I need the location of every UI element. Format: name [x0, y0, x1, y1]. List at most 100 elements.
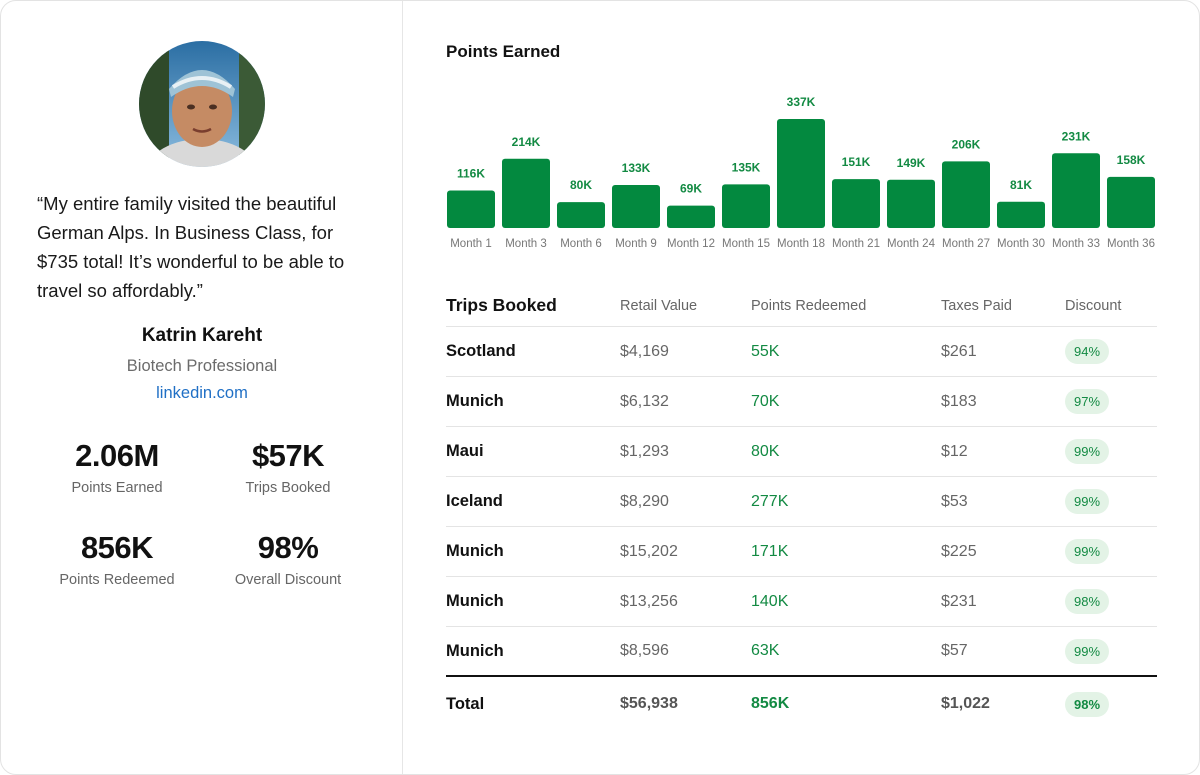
x-tick-label: Month 9	[615, 238, 657, 250]
retail-value: $8,290	[620, 492, 669, 510]
x-tick-label: Month 21	[832, 238, 880, 250]
customer-name: Katrin Kareht	[141, 325, 263, 346]
header-taxes-paid: Taxes Paid	[941, 297, 1012, 314]
table-row: Munich $6,132 70K $183 97%	[446, 377, 1157, 427]
bar-data-label: 133K	[622, 161, 651, 175]
discount-badge: 97%	[1065, 389, 1110, 414]
discount-badge: 98%	[1065, 589, 1110, 614]
stat-label: Points Redeemed	[59, 572, 175, 588]
bar-data-label: 149K	[897, 156, 926, 170]
bar-data-label: 206K	[952, 137, 981, 151]
points-redeemed: 80K	[751, 442, 780, 460]
x-tick-label: Month 15	[722, 238, 770, 250]
retail-value: $4,169	[620, 342, 669, 360]
header-trips-booked: Trips Booked	[446, 295, 557, 315]
points-redeemed: 70K	[751, 392, 780, 410]
total-label: Total	[446, 694, 485, 713]
table-row: Iceland $8,290 277K $53 99%	[446, 477, 1157, 527]
destination: Munich	[446, 641, 504, 660]
stat-value: $57K	[251, 438, 325, 473]
taxes-paid: $183	[941, 392, 977, 410]
retail-value: $6,132	[620, 392, 669, 410]
retail-value: $15,202	[620, 542, 678, 560]
x-tick-label: Month 18	[777, 238, 825, 250]
points-redeemed: 140K	[751, 592, 789, 610]
total-points-redeemed: 856K	[751, 695, 790, 712]
bar-month-24	[887, 179, 935, 228]
bar-month-36	[1107, 176, 1155, 228]
stat-value: 856K	[80, 530, 154, 565]
x-tick-label: Month 12	[667, 238, 715, 250]
taxes-paid: $57	[941, 642, 968, 659]
x-tick-label: Month 36	[1107, 238, 1155, 250]
x-tick-label: Month 33	[1052, 238, 1100, 250]
bar-month-1	[447, 190, 495, 228]
destination: Scotland	[446, 342, 516, 360]
points-redeemed: 277K	[751, 492, 789, 510]
total-discount-badge: 98%	[1065, 691, 1110, 717]
bar-month-21	[832, 179, 880, 228]
taxes-paid: $12	[941, 442, 968, 460]
bar-month-30	[997, 201, 1045, 228]
bar-month-12	[667, 205, 715, 228]
bar-data-label: 231K	[1062, 129, 1091, 143]
discount-badge: 99%	[1065, 638, 1110, 664]
table-row: Munich $13,256 140K $231 98%	[446, 577, 1157, 627]
bar-data-label: 81K	[1010, 178, 1032, 192]
stat-points-redeemed: 856K Points Redeemed	[22, 530, 212, 588]
discount-badge: 99%	[1065, 539, 1110, 564]
stat-value: 98%	[257, 530, 319, 565]
linkedin-link[interactable]: linkedin.com	[156, 384, 248, 402]
destination: Maui	[446, 442, 484, 460]
destination: Munich	[446, 592, 504, 610]
x-tick-label: Month 30	[997, 238, 1045, 250]
stat-points-earned: 2.06M Points Earned	[22, 438, 212, 496]
testimonial-quote: “My entire family visited the beautiful …	[37, 193, 345, 301]
bar-month-33	[1052, 153, 1100, 228]
discount-badge: 94%	[1065, 339, 1110, 364]
bar-data-label: 337K	[787, 95, 816, 109]
points-earned-chart: 116K Month 1 214K Month 3 80K Month 6 133K Mont…	[447, 95, 1155, 250]
table-row: Munich $15,202 171K $225 99%	[446, 527, 1157, 577]
chart-title: Points Earned	[446, 42, 561, 61]
taxes-paid: $231	[941, 592, 977, 610]
stat-value: 2.06M	[75, 438, 159, 473]
bar-month-6	[557, 202, 605, 228]
header-retail-value: Retail Value	[620, 297, 698, 314]
bar-data-label: 214K	[512, 135, 541, 149]
profile-panel: “My entire family visited the beautiful …	[1, 1, 403, 774]
table-header: Trips Booked Retail Value Points Redeeme…	[446, 285, 1157, 327]
table-total-row: Total $56,938 856K $1,022 98%	[446, 677, 1157, 731]
bar-data-label: 135K	[732, 160, 761, 174]
taxes-paid: $225	[941, 542, 977, 560]
table-row: Munich $8,596 63K $57 99%	[446, 627, 1157, 677]
header-points-redeemed: Points Redeemed	[751, 297, 867, 314]
table-row: Scotland $4,169 55K $261 94%	[446, 327, 1157, 377]
stat-trips-booked: $57K Trips Booked	[193, 438, 383, 496]
x-tick-label: Month 3	[505, 238, 547, 250]
retail-value: $1,293	[620, 442, 669, 460]
points-redeemed: 171K	[751, 542, 789, 560]
bar-month-27	[942, 161, 990, 228]
discount-badge: 99%	[1065, 489, 1110, 514]
bar-data-label: 116K	[457, 166, 485, 180]
total-taxes-paid: $1,022	[941, 695, 990, 712]
destination: Munich	[446, 542, 504, 560]
total-retail-value: $56,938	[620, 695, 678, 712]
destination: Munich	[446, 392, 504, 410]
x-tick-label: Month 27	[942, 238, 990, 250]
bar-data-label: 69K	[680, 182, 702, 196]
bar-month-9	[612, 184, 660, 228]
destination: Iceland	[446, 492, 503, 510]
stat-overall-discount: 98% Overall Discount	[193, 530, 383, 588]
bar-data-label: 80K	[570, 178, 592, 192]
trips-table: Trips Booked Retail Value Points Redeeme…	[446, 285, 1157, 731]
stat-label: Overall Discount	[234, 572, 342, 588]
bar-month-15	[722, 184, 770, 228]
header-discount: Discount	[1065, 297, 1122, 314]
bar-month-3	[502, 158, 550, 228]
x-tick-label: Month 24	[887, 238, 936, 250]
bar-month-18	[777, 119, 825, 228]
points-redeemed: 63K	[751, 642, 780, 659]
customer-role: Biotech Professional	[126, 357, 278, 375]
